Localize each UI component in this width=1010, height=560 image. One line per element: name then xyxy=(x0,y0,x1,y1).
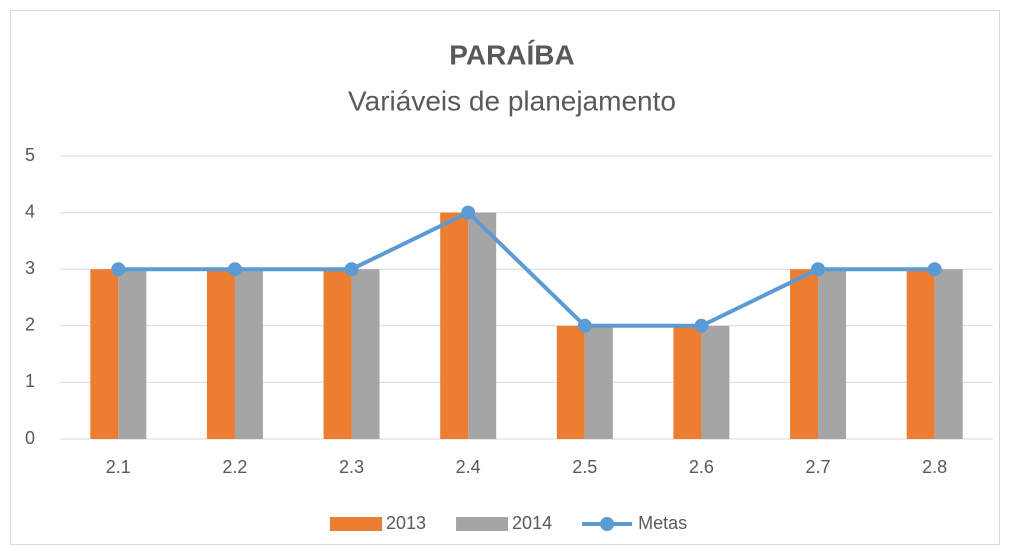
bar xyxy=(584,325,613,439)
bar xyxy=(906,269,935,439)
line-marker xyxy=(111,262,126,277)
bar xyxy=(440,212,469,439)
y-tick-label: 0 xyxy=(25,428,35,448)
chart-subtitle: Variáveis de planejamento xyxy=(348,85,676,116)
line-marker xyxy=(694,318,709,333)
legend-marker xyxy=(600,517,615,531)
y-tick-label: 2 xyxy=(25,315,35,335)
line-marker xyxy=(227,262,242,277)
bar xyxy=(323,269,352,439)
legend-swatch xyxy=(456,517,509,531)
x-tick-label: 2.2 xyxy=(222,457,247,477)
y-tick-label: 1 xyxy=(25,371,35,391)
bar xyxy=(701,325,730,439)
line-marker xyxy=(344,262,359,277)
bar xyxy=(90,269,119,439)
bar xyxy=(790,269,819,439)
x-tick-label: 2.4 xyxy=(456,457,481,477)
bar xyxy=(118,269,147,439)
x-tick-label: 2.1 xyxy=(106,457,131,477)
line-marker xyxy=(577,318,592,333)
x-tick-label: 2.3 xyxy=(339,457,364,477)
line-marker xyxy=(927,262,942,277)
legend-label: Metas xyxy=(638,513,687,533)
x-tick-label: 2.8 xyxy=(922,457,947,477)
y-tick-label: 3 xyxy=(25,258,35,278)
legend-label: 2013 xyxy=(386,513,426,533)
line-marker xyxy=(461,205,476,220)
legend-label: 2014 xyxy=(512,513,552,533)
bar xyxy=(351,269,380,439)
y-tick-label: 5 xyxy=(25,145,35,165)
bar xyxy=(206,269,235,439)
line-marker xyxy=(811,262,826,277)
bar xyxy=(818,269,847,439)
x-tick-label: 2.5 xyxy=(572,457,597,477)
y-tick-label: 4 xyxy=(25,201,35,221)
bar xyxy=(468,212,497,439)
x-tick-label: 2.7 xyxy=(806,457,831,477)
line xyxy=(118,210,935,328)
chart-title: PARAÍBA xyxy=(449,39,574,70)
bar xyxy=(934,269,963,439)
bar xyxy=(234,269,263,439)
bar xyxy=(556,325,585,439)
x-tick-label: 2.6 xyxy=(689,457,714,477)
bar xyxy=(673,325,702,439)
legend-swatch xyxy=(330,517,382,531)
